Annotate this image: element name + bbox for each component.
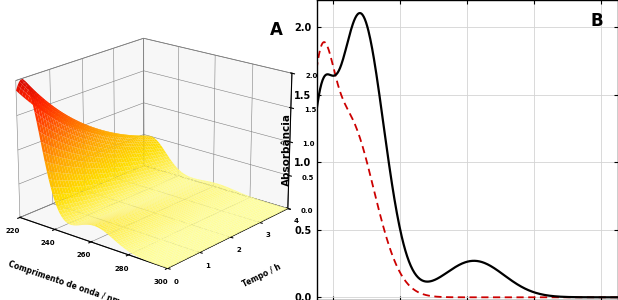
Text: A: A	[270, 21, 283, 39]
Y-axis label: Tempo / h: Tempo / h	[242, 262, 283, 289]
Text: B: B	[591, 12, 603, 30]
Y-axis label: Absorbância: Absorbância	[282, 113, 292, 187]
X-axis label: Comprimento de onda / nm: Comprimento de onda / nm	[7, 260, 121, 300]
